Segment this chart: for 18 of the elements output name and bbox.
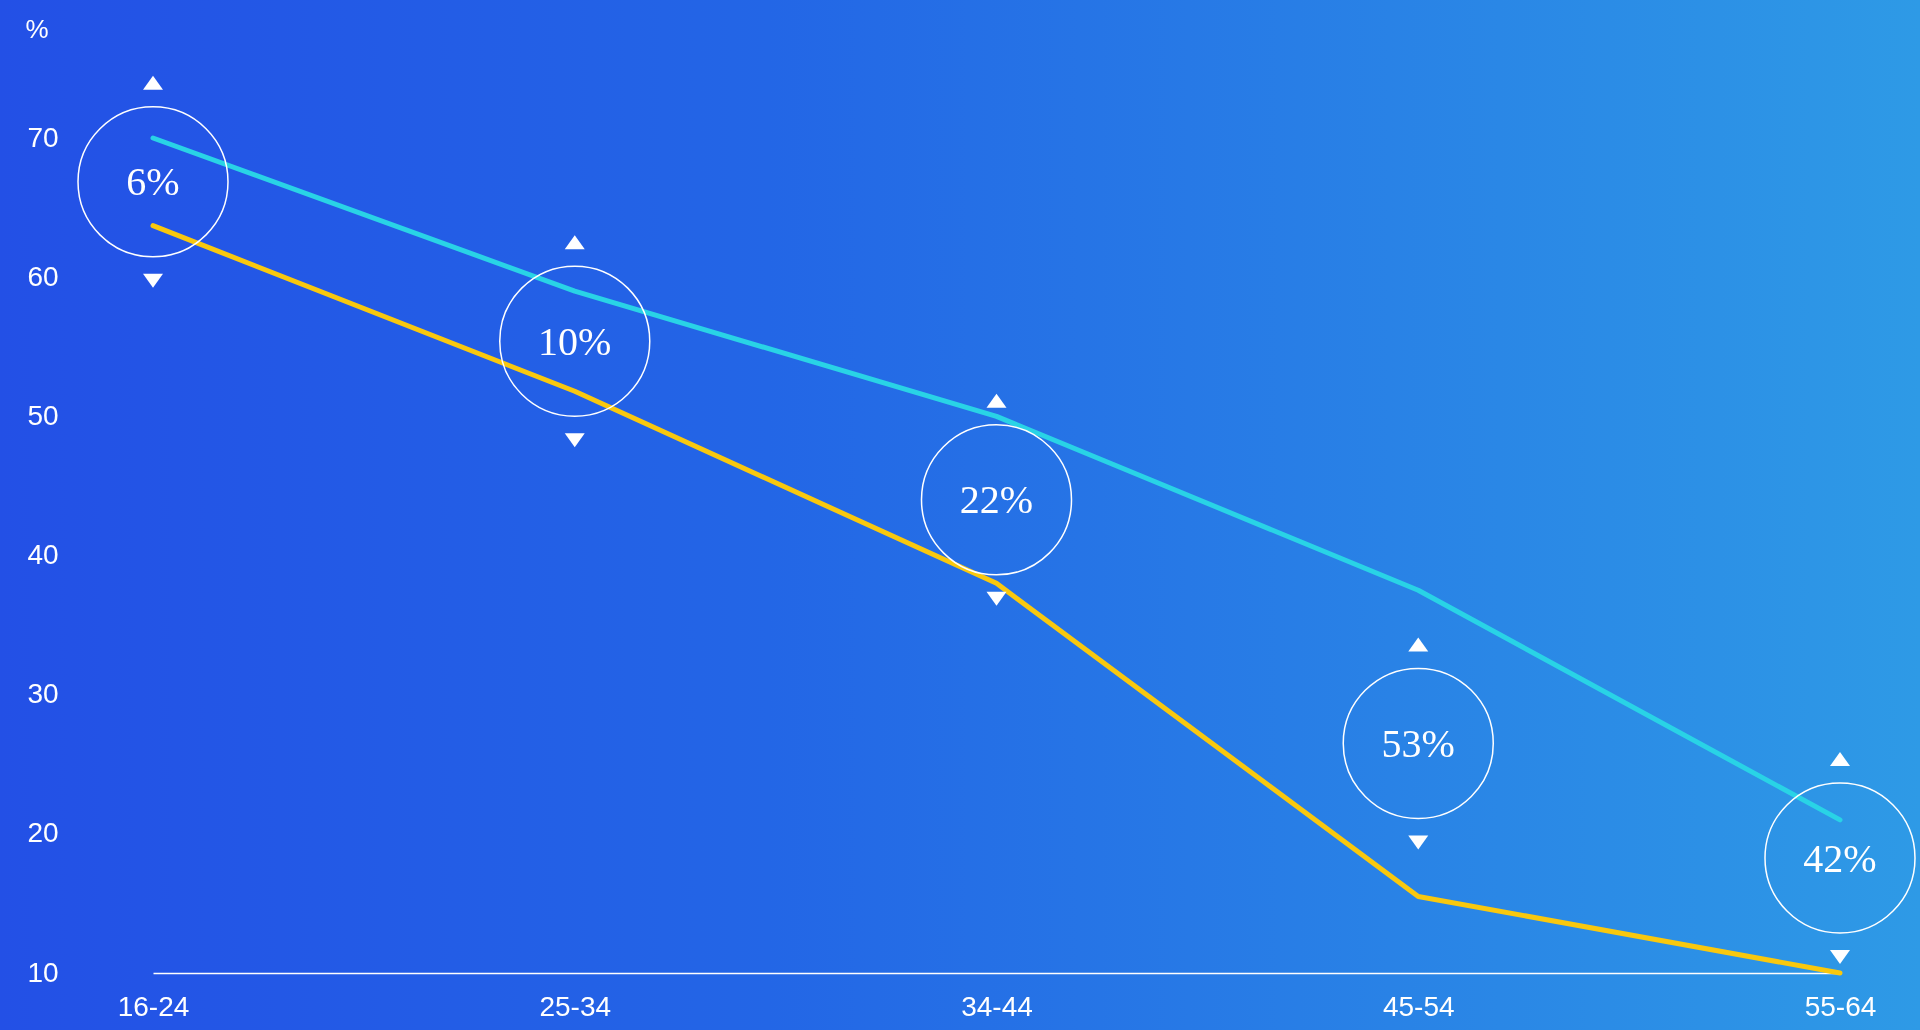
y-tick-label: 60: [27, 260, 59, 292]
x-tick-label: 16-24: [117, 990, 190, 1022]
x-tick-label: 55-64: [1804, 990, 1877, 1022]
annotation: 10%: [538, 318, 612, 364]
y-tick-label: 10: [27, 956, 59, 988]
x-tick-label: 25-34: [539, 990, 612, 1022]
y-axis-title: %: [25, 13, 49, 44]
y-tick-label: 30: [27, 678, 59, 710]
y-tick-label: 70: [27, 121, 59, 153]
y-tick-label: 50: [27, 399, 59, 431]
x-tick-label: 34-44: [961, 990, 1033, 1022]
annotation: 42%: [1803, 835, 1877, 881]
annotation: 53%: [1381, 720, 1455, 766]
y-tick-label: 40: [27, 539, 59, 570]
x-tick-label: 45-54: [1382, 990, 1455, 1022]
y-tick-label: 20: [27, 817, 59, 849]
annotation: 22%: [959, 477, 1034, 523]
annotation: 6%: [126, 159, 180, 205]
